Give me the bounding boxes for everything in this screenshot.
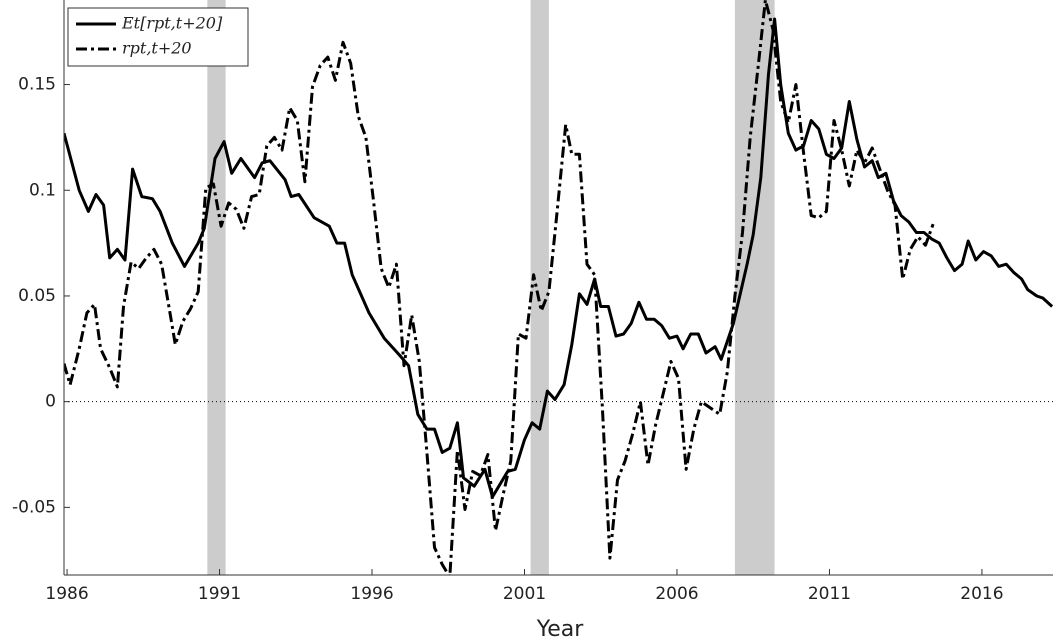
x-tick-label: 2006 bbox=[655, 584, 698, 604]
series-line bbox=[64, 17, 1053, 499]
recession-band bbox=[207, 0, 226, 575]
y-tick-label: 0 bbox=[45, 392, 56, 412]
plot-area bbox=[64, 0, 1053, 575]
recession-band bbox=[530, 0, 549, 575]
x-tick-label: 1986 bbox=[45, 584, 88, 604]
x-tick-label: 1996 bbox=[350, 584, 393, 604]
y-tick-label: 0.1 bbox=[29, 180, 56, 200]
series-line bbox=[64, 0, 935, 575]
legend-label: rpt,t+20 bbox=[122, 39, 192, 58]
x-axis-label: Year bbox=[536, 617, 585, 642]
x-tick-label: 2016 bbox=[960, 584, 1003, 604]
legend-label: Et[rpt,t+20] bbox=[121, 14, 223, 33]
y-tick-label: 0.05 bbox=[18, 286, 56, 306]
legend-box bbox=[67, 7, 249, 67]
x-tick-label: 1991 bbox=[198, 584, 241, 604]
x-tick-label: 2011 bbox=[808, 584, 851, 604]
y-tick-label: -0.05 bbox=[12, 497, 56, 517]
y-tick-label: 0.15 bbox=[18, 75, 56, 95]
x-tick-label: 2001 bbox=[503, 584, 546, 604]
